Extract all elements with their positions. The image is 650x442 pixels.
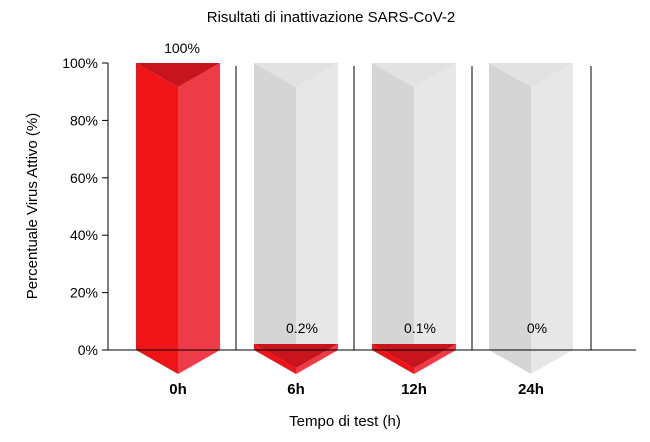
- data-label: 0%: [527, 320, 547, 336]
- y-ticks-layer: 0% 20% 40% 60% 80% 100%: [62, 55, 108, 358]
- data-label: 100%: [164, 40, 200, 56]
- bar-ghost-front: [489, 63, 531, 374]
- value-labels-layer: 100% 0.2% 0.1% 0%: [164, 40, 547, 336]
- bar-ghost-side: [414, 63, 456, 374]
- bar-value-side: [414, 344, 456, 374]
- bar-ghost-front: [372, 63, 414, 374]
- x-tick-label: 6h: [287, 381, 305, 398]
- bar-value-front: [136, 63, 178, 374]
- bar-0h: [136, 63, 220, 374]
- bar-24h: [489, 63, 573, 374]
- y-axis-label: Percentuale Virus Attivo (%): [24, 113, 41, 299]
- bar-ghost-front: [254, 63, 296, 374]
- y-tick-label: 60%: [70, 170, 98, 186]
- x-labels-layer: 0h 6h 12h 24h: [169, 381, 544, 398]
- y-tick-label: 100%: [62, 55, 98, 71]
- y-tick-label: 80%: [70, 112, 98, 128]
- y-tick-label: 20%: [70, 285, 98, 301]
- bar-ghost-top: [254, 63, 338, 87]
- bar-ghost-side: [531, 63, 573, 374]
- bar-12h: [372, 63, 456, 374]
- bar-value-side: [178, 63, 220, 374]
- data-label: 0.1%: [404, 320, 436, 336]
- x-tick-label: 24h: [518, 381, 544, 398]
- x-tick-label: 0h: [169, 381, 187, 398]
- bar-ghost-side: [296, 63, 338, 374]
- y-tick-label: 0%: [78, 342, 98, 358]
- bar-ghost-top: [489, 63, 573, 87]
- x-axis-label: Tempo di test (h): [289, 413, 401, 430]
- bar-value-front: [254, 344, 296, 374]
- bar-value-front: [372, 344, 414, 374]
- chart-title: Risultati di inattivazione SARS-CoV-2: [207, 9, 455, 26]
- separators-layer: [235, 66, 592, 350]
- data-label: 0.2%: [286, 320, 318, 336]
- bar-ghost-top: [372, 63, 456, 87]
- bar-value-top: [136, 63, 220, 87]
- bar-value-side: [296, 344, 338, 374]
- y-tick-label: 40%: [70, 227, 98, 243]
- x-tick-label: 12h: [401, 381, 427, 398]
